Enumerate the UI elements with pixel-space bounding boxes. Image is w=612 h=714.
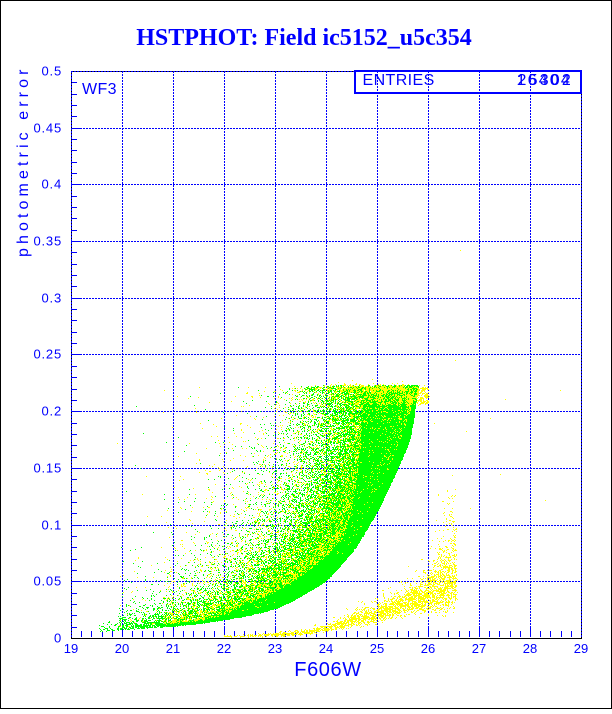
svg-text:19: 19 <box>64 641 78 656</box>
svg-text:20: 20 <box>115 641 129 656</box>
svg-text:0.4: 0.4 <box>42 177 62 192</box>
svg-text:0.25: 0.25 <box>33 347 62 362</box>
svg-text:26: 26 <box>421 641 435 656</box>
svg-text:F606W: F606W <box>294 659 361 681</box>
svg-text:ENTRIES: ENTRIES <box>363 72 435 89</box>
svg-text:28: 28 <box>523 641 537 656</box>
svg-text:21: 21 <box>166 641 180 656</box>
svg-text:22: 22 <box>217 641 231 656</box>
svg-text:23: 23 <box>268 641 282 656</box>
svg-text:25302: 25302 <box>518 72 574 89</box>
svg-text:HSTPHOT: Field ic5152_u5c354: HSTPHOT: Field ic5152_u5c354 <box>136 25 472 51</box>
svg-text:24: 24 <box>319 641 333 656</box>
svg-text:0.5: 0.5 <box>42 64 62 79</box>
svg-text:0.15: 0.15 <box>33 461 62 476</box>
svg-text:16404: 16404 <box>517 72 573 89</box>
svg-text:WF3: WF3 <box>82 81 117 98</box>
svg-text:0.35: 0.35 <box>33 234 62 249</box>
svg-text:29: 29 <box>574 641 588 656</box>
svg-text:0.3: 0.3 <box>42 291 62 306</box>
svg-text:0.1: 0.1 <box>42 518 62 533</box>
svg-text:0: 0 <box>54 631 62 646</box>
svg-text:25: 25 <box>370 641 384 656</box>
svg-text:photometric error: photometric error <box>15 65 32 257</box>
svg-text:0.45: 0.45 <box>33 121 62 136</box>
svg-text:27: 27 <box>472 641 486 656</box>
svg-text:0.05: 0.05 <box>33 574 62 589</box>
svg-text:0.2: 0.2 <box>42 404 62 419</box>
